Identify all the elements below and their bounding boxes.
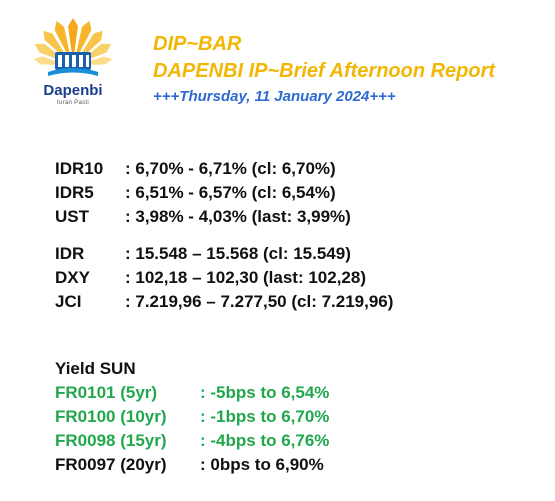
market-label: DXY [55, 268, 90, 287]
market-value: : 102,18 – 102,30 (last: 102,28) [125, 268, 366, 287]
yield-row: FR0101 (5yr) : -5bps to 6,54% [55, 381, 329, 405]
yield-value: : -5bps to 6,54% [200, 383, 330, 402]
rate-value: : 6,70% - 6,71% (cl: 6,70%) [125, 159, 336, 178]
logo-tagline: Iuran Pasti [57, 100, 89, 106]
report-subtitle: DAPENBI IP~Brief Afternoon Report [153, 60, 496, 82]
yield-title: Yield SUN [55, 359, 136, 378]
market-value: : 15.548 – 15.568 (cl: 15.549) [125, 244, 351, 263]
market-label: IDR [55, 244, 85, 263]
report-header: DIP~BAR DAPENBI IP~Brief Afternoon Repor… [153, 32, 495, 109]
logo-name: Dapenbi [43, 82, 103, 99]
sunburst-building-icon [33, 18, 113, 76]
yield-label: FR0098 (15yr) [55, 431, 167, 450]
yield-label: FR0100 (10yr) [55, 407, 167, 426]
rate-value: : 6,51% - 6,57% (cl: 6,54%) [125, 183, 336, 202]
dapenbi-logo: Dapenbi Iuran Pasti [18, 14, 138, 114]
market-label: JCI [55, 292, 82, 311]
yield-value: : 0bps to 6,90% [200, 455, 324, 474]
report-title: DIP~BAR [153, 33, 242, 55]
yield-label: FR0097 (20yr) [55, 455, 167, 474]
rate-value: : 3,98% - 4,03% (last: 3,99%) [125, 207, 351, 226]
yield-value: : -4bps to 6,76% [200, 431, 330, 450]
yield-row: FR0097 (20yr) : 0bps to 6,90% [55, 453, 324, 477]
yield-label: FR0101 (5yr) [55, 383, 158, 402]
yield-row: FR0100 (10yr) : -1bps to 6,70% [55, 405, 329, 429]
market-value: : 7.219,96 – 7.277,50 (cl: 7.219,96) [125, 292, 394, 311]
report-date: +++Thursday, 11 January 2024+++ [153, 88, 396, 105]
yield-value: : -1bps to 6,70% [200, 407, 330, 426]
yield-section: Yield SUN FR0101 (5yr) : -5bps to 6,54% … [55, 357, 329, 477]
rate-label: IDR5 [55, 183, 94, 202]
rate-label: UST [55, 207, 89, 226]
yield-row: FR0098 (15yr) : -4bps to 6,76% [55, 429, 329, 453]
rate-label: IDR10 [55, 159, 104, 178]
